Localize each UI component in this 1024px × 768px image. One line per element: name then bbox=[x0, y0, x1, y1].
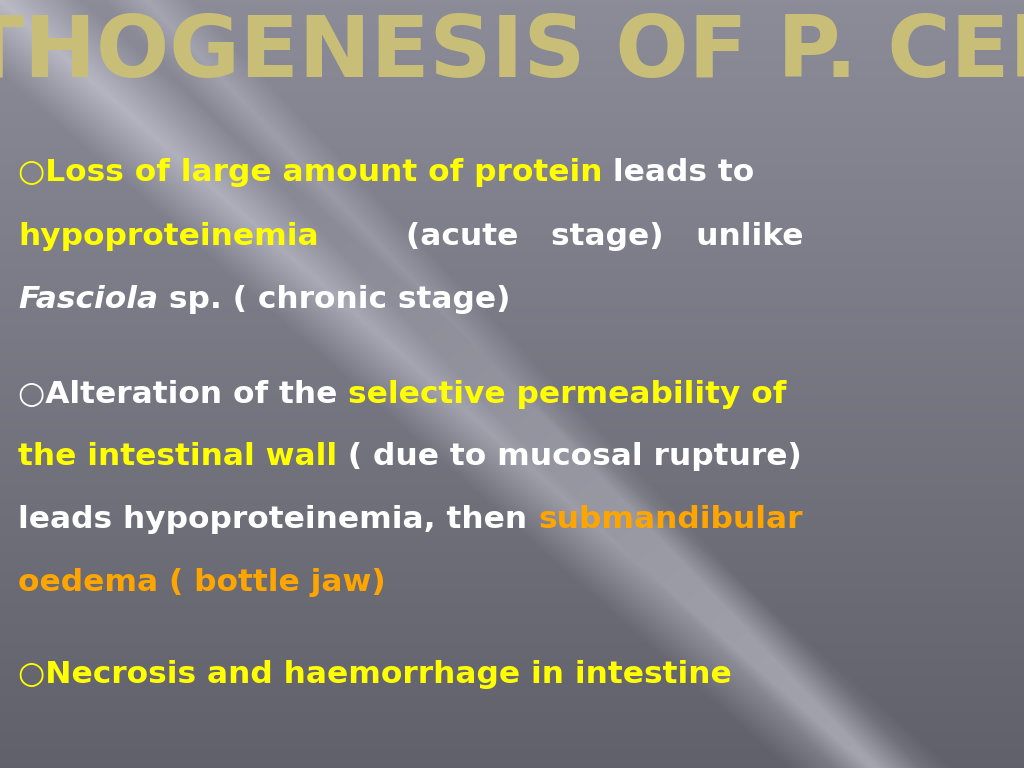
Text: leads hypoproteinemia, then: leads hypoproteinemia, then bbox=[18, 505, 538, 534]
Text: PATHOGENESIS OF P. CERVI: PATHOGENESIS OF P. CERVI bbox=[0, 12, 1024, 95]
Text: leads to: leads to bbox=[602, 158, 755, 187]
Text: ○Loss of large amount of protein: ○Loss of large amount of protein bbox=[18, 158, 602, 187]
Text: selective permeability of: selective permeability of bbox=[348, 380, 786, 409]
Text: oedema ( bottle jaw): oedema ( bottle jaw) bbox=[18, 568, 386, 597]
Text: submandibular: submandibular bbox=[538, 505, 803, 534]
Text: (acute   stage)   unlike: (acute stage) unlike bbox=[318, 222, 803, 251]
Text: hypoproteinemia: hypoproteinemia bbox=[18, 222, 318, 251]
Text: the intestinal wall: the intestinal wall bbox=[18, 442, 337, 471]
Text: ○Necrosis and haemorrhage in intestine: ○Necrosis and haemorrhage in intestine bbox=[18, 660, 732, 689]
Text: Fasciola: Fasciola bbox=[18, 285, 158, 314]
Text: ( due to mucosal rupture): ( due to mucosal rupture) bbox=[337, 442, 802, 471]
Text: sp. ( chronic stage): sp. ( chronic stage) bbox=[158, 285, 511, 314]
Text: ○Alteration of the: ○Alteration of the bbox=[18, 380, 348, 409]
